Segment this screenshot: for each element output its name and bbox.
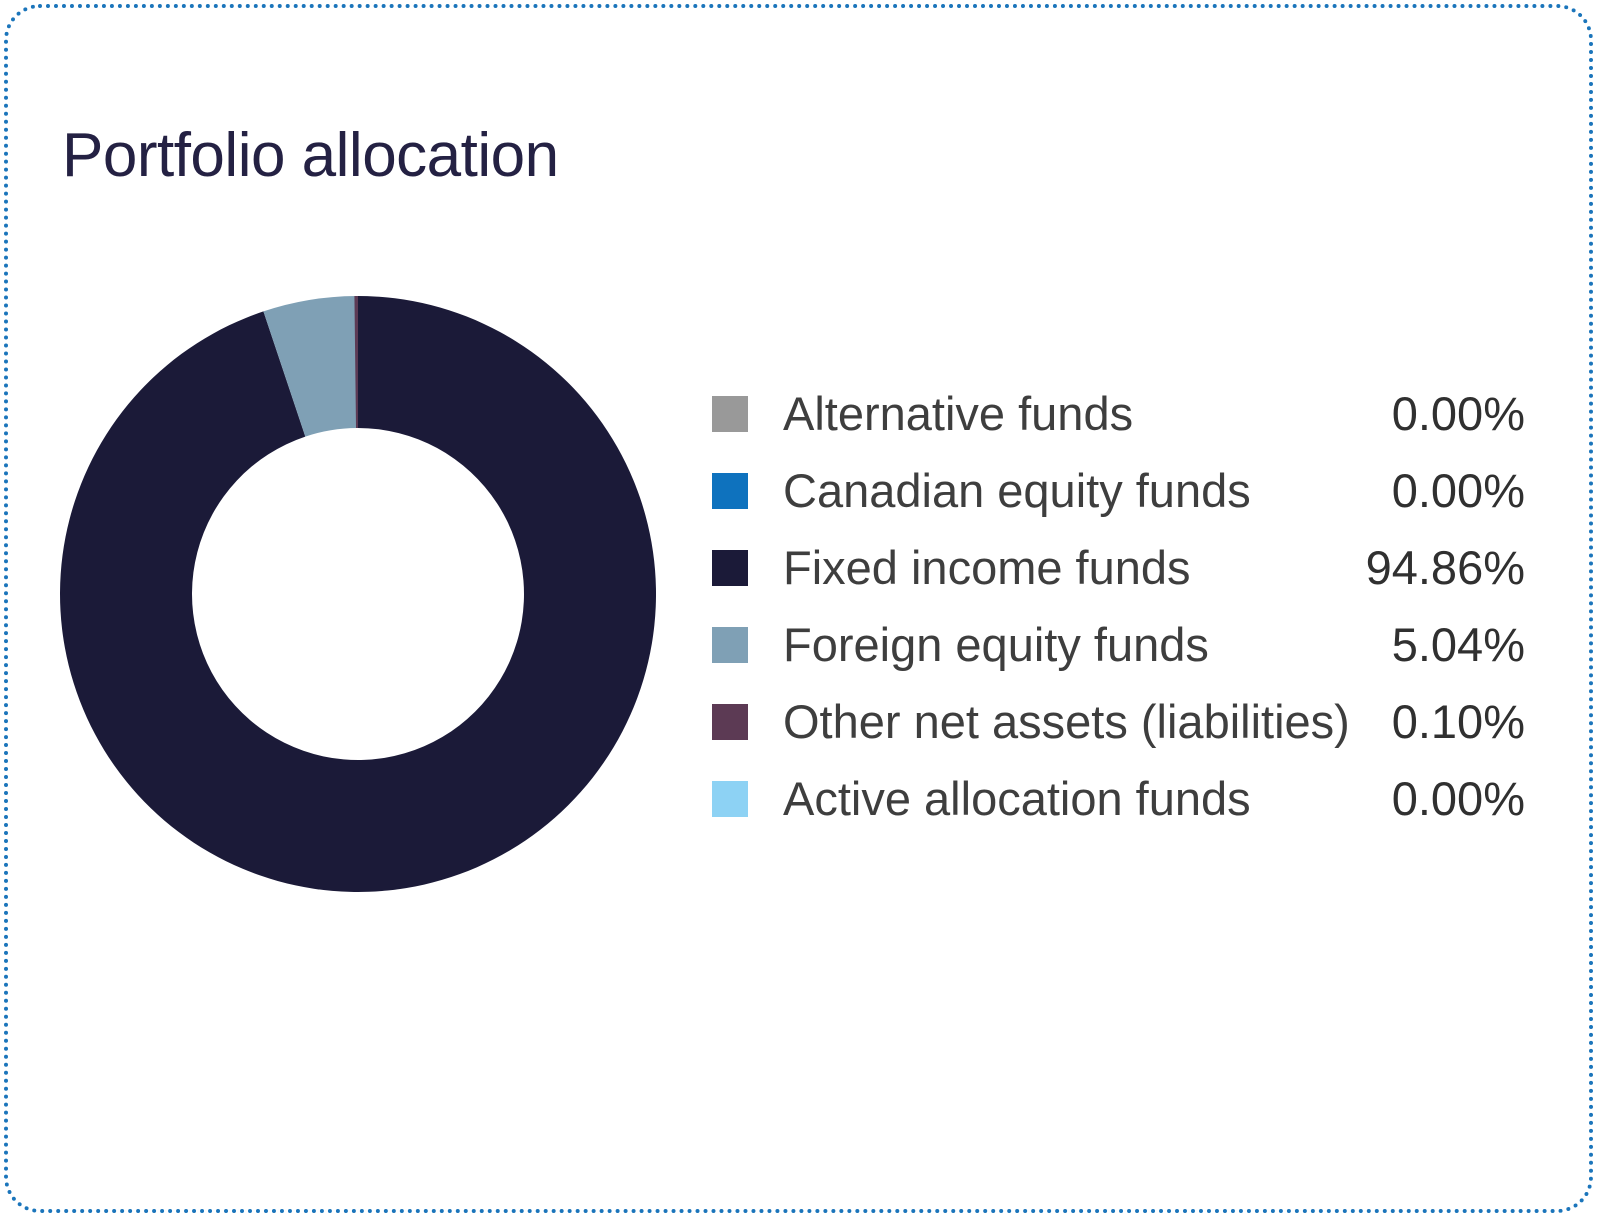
legend-swatch-icon	[712, 780, 748, 817]
legend-value: 0.10%	[1391, 695, 1525, 748]
legend-label: Other net assets (liabilities)	[783, 695, 1350, 748]
legend-value: 5.04%	[1391, 618, 1525, 671]
legend-label: Active allocation funds	[783, 772, 1251, 825]
chart-title: Portfolio allocation	[62, 121, 559, 190]
legend-label: Canadian equity funds	[783, 464, 1251, 517]
legend-item-alternative-funds: Alternative funds 0.00%	[712, 375, 1525, 452]
legend-item-active-allocation-funds: Active allocation funds 0.00%	[712, 760, 1525, 837]
donut-slice-2[interactable]	[60, 296, 656, 892]
legend-swatch-icon	[712, 395, 748, 432]
legend-value: 0.00%	[1391, 387, 1525, 440]
legend-label: Foreign equity funds	[783, 618, 1209, 671]
legend-swatch-icon	[712, 549, 748, 586]
legend-label: Alternative funds	[783, 387, 1134, 440]
donut-slice-4[interactable]	[354, 296, 358, 429]
legend-swatch-icon	[712, 472, 748, 509]
legend-item-foreign-equity-funds: Foreign equity funds 5.04%	[712, 606, 1525, 683]
legend-label: Fixed income funds	[783, 541, 1191, 594]
donut-slice-3[interactable]	[263, 296, 357, 437]
chart-legend: Alternative funds 0.00% Canadian equity …	[712, 375, 1525, 837]
legend-item-other-net-assets: Other net assets (liabilities) 0.10%	[712, 683, 1525, 760]
legend-value: 0.00%	[1391, 464, 1525, 517]
legend-swatch-icon	[712, 626, 748, 663]
legend-value: 94.86%	[1365, 541, 1525, 594]
legend-item-fixed-income-funds: Fixed income funds 94.86%	[712, 529, 1525, 606]
legend-value: 0.00%	[1391, 772, 1525, 825]
donut-chart	[60, 296, 656, 892]
legend-swatch-icon	[712, 703, 748, 740]
legend-item-canadian-equity-funds: Canadian equity funds 0.00%	[712, 452, 1525, 529]
donut-chart-svg	[60, 296, 656, 892]
